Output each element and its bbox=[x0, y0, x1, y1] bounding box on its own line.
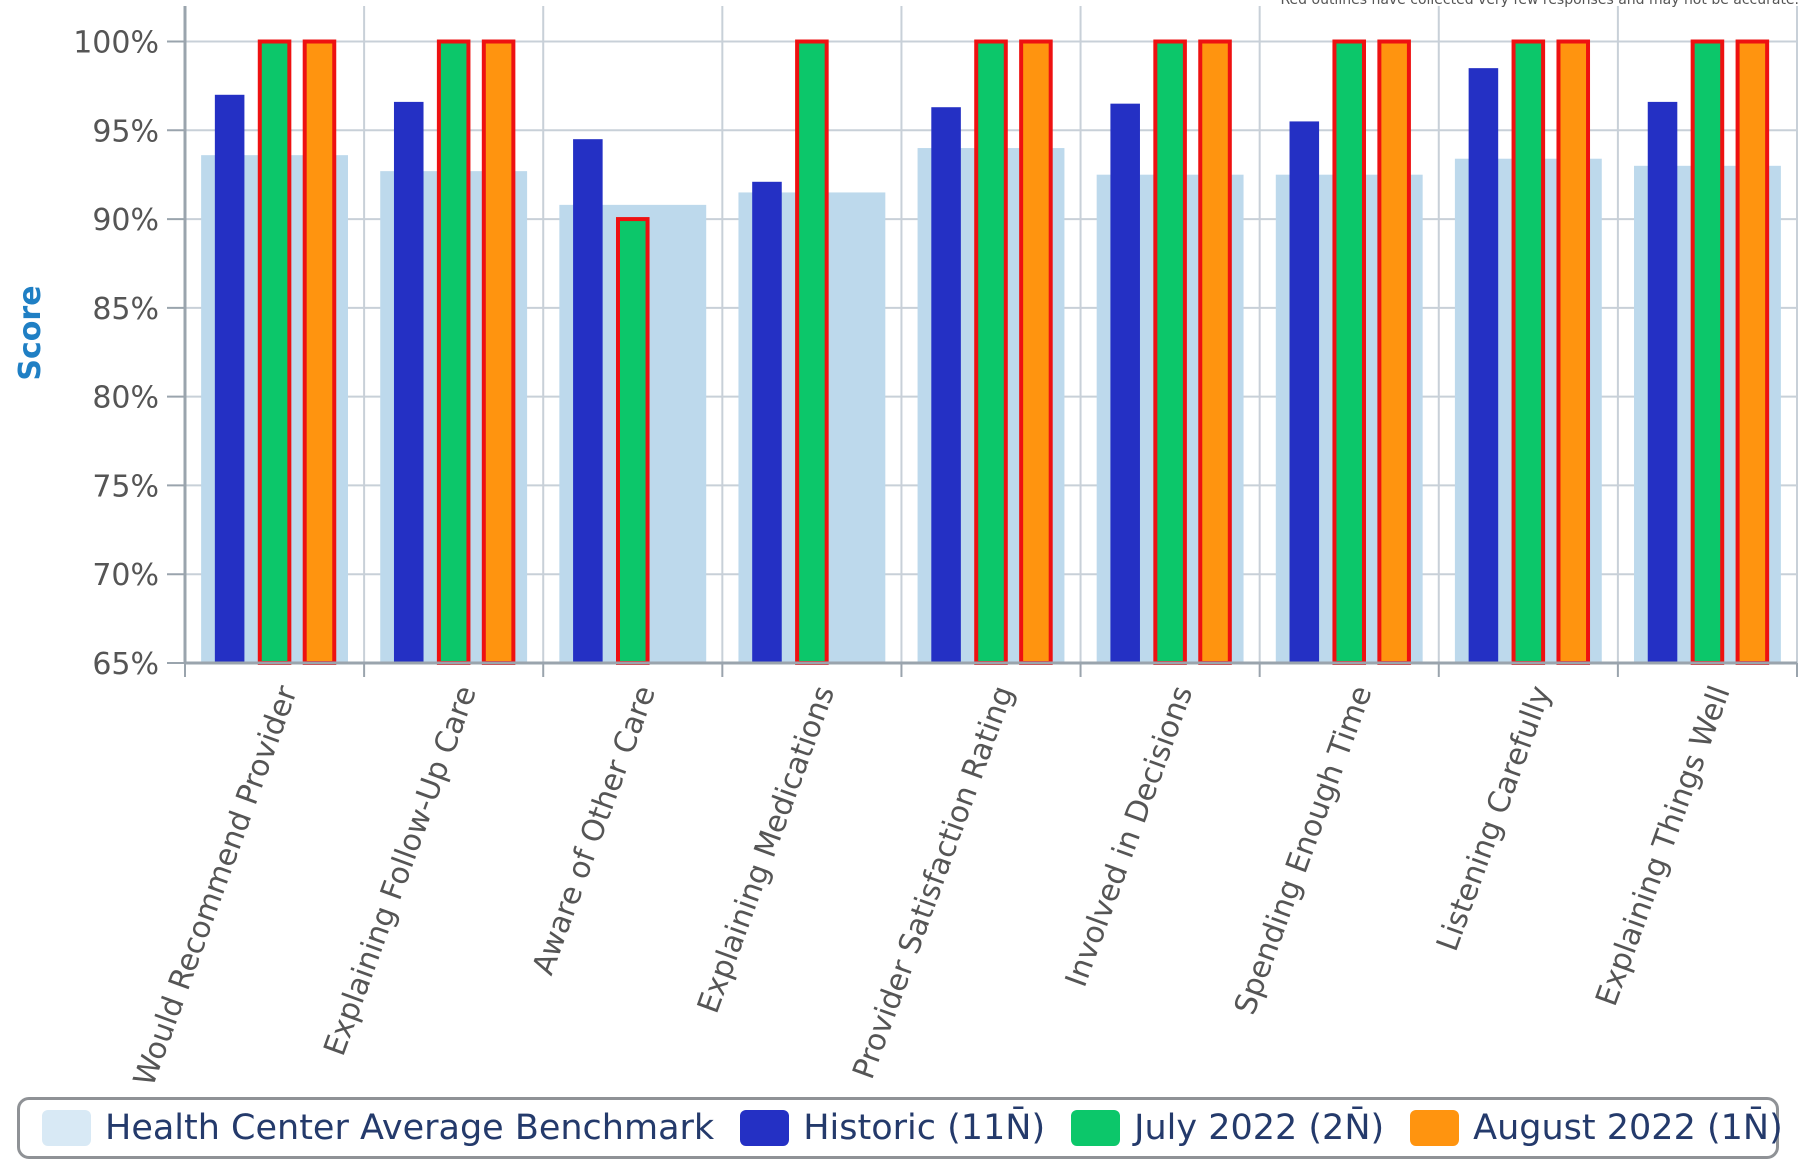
y-tick-labels: 65% 70% 75% 80% 85% 90% 95% 100% bbox=[73, 26, 159, 682]
y-tick-label: 80% bbox=[92, 381, 159, 416]
chart-legend: Health Center Average Benchmark Historic… bbox=[17, 1097, 1783, 1159]
series-bar bbox=[1735, 39, 1770, 666]
series-bar bbox=[214, 94, 245, 663]
series-bar bbox=[481, 39, 516, 666]
x-tick-label: Aware of Other Care bbox=[526, 681, 663, 979]
y-tick-label: 75% bbox=[92, 469, 159, 504]
legend-label-july-2022: July 2022 (2N̄) bbox=[1134, 1108, 1385, 1148]
legend-swatch-july-2022 bbox=[1071, 1110, 1121, 1146]
x-tick-labels: Would Recommend Provider Explaining Follo… bbox=[127, 681, 1737, 1090]
series-bar bbox=[1690, 39, 1725, 666]
series-bar bbox=[752, 181, 782, 664]
series-bar bbox=[1468, 68, 1499, 663]
score-bar-chart: 65% 70% 75% 80% 85% 90% 95% 100% Would Recommen… bbox=[13, 6, 1798, 1090]
y-tick-label: 70% bbox=[92, 558, 159, 593]
y-tick-label: 90% bbox=[92, 203, 159, 238]
x-tick-label: Explaining Follow-Up Care bbox=[317, 681, 484, 1060]
series-bar bbox=[795, 39, 829, 666]
legend-label-august-2022: August 2022 (1N̄) bbox=[1473, 1108, 1783, 1148]
y-tick-label: 85% bbox=[92, 292, 159, 327]
legend-label-historic: Historic (11N̄) bbox=[803, 1108, 1046, 1148]
legend-label-benchmark: Health Center Average Benchmark bbox=[105, 1108, 715, 1148]
legend-swatch-historic bbox=[740, 1110, 790, 1146]
series-bars bbox=[214, 39, 1770, 666]
series-bar bbox=[1019, 39, 1053, 666]
x-tick-label: Would Recommend Provider bbox=[127, 681, 305, 1090]
series-bar bbox=[974, 39, 1008, 666]
x-tick-label: Involved in Decisions bbox=[1059, 681, 1200, 991]
series-bar bbox=[1198, 39, 1232, 666]
legend-item-august-2022[interactable]: August 2022 (1N̄) bbox=[1410, 1108, 1783, 1148]
low-response-note: Red outlines have collected very few res… bbox=[1280, 0, 1799, 8]
series-bar bbox=[1647, 101, 1678, 664]
x-tick-label: Listening Carefully bbox=[1430, 681, 1558, 955]
series-bar bbox=[1332, 39, 1366, 666]
series-bar bbox=[573, 139, 603, 664]
series-bar bbox=[393, 101, 424, 664]
series-bar bbox=[1289, 121, 1320, 663]
series-bar bbox=[1110, 103, 1140, 663]
legend-item-july-2022[interactable]: July 2022 (2N̄) bbox=[1071, 1108, 1384, 1148]
legend-swatch-benchmark bbox=[42, 1110, 91, 1146]
series-bar bbox=[1377, 39, 1411, 666]
series-bar bbox=[257, 39, 292, 666]
y-tick-label: 100% bbox=[73, 26, 159, 61]
series-bar bbox=[1556, 39, 1591, 666]
series-bar bbox=[616, 217, 650, 665]
x-tick-label: Explaining Medications bbox=[691, 681, 842, 1018]
axes bbox=[167, 6, 1798, 677]
x-tick-label: Spending Enough Time bbox=[1228, 681, 1380, 1019]
legend-swatch-august-2022 bbox=[1410, 1110, 1460, 1146]
series-bar bbox=[931, 107, 961, 664]
y-tick-label: 95% bbox=[92, 114, 159, 149]
legend-item-benchmark[interactable]: Health Center Average Benchmark bbox=[42, 1108, 714, 1148]
y-axis-label: Score bbox=[13, 285, 48, 380]
series-bar bbox=[436, 39, 471, 666]
y-tick-label: 65% bbox=[92, 647, 159, 682]
series-bar bbox=[1511, 39, 1546, 666]
legend-item-historic[interactable]: Historic (11N̄) bbox=[740, 1108, 1045, 1148]
x-tick-label: Explaining Things Well bbox=[1589, 681, 1737, 1010]
series-bar bbox=[302, 39, 337, 666]
x-tick-label: Provider Satisfaction Rating bbox=[846, 681, 1021, 1083]
series-bar bbox=[1153, 39, 1187, 666]
